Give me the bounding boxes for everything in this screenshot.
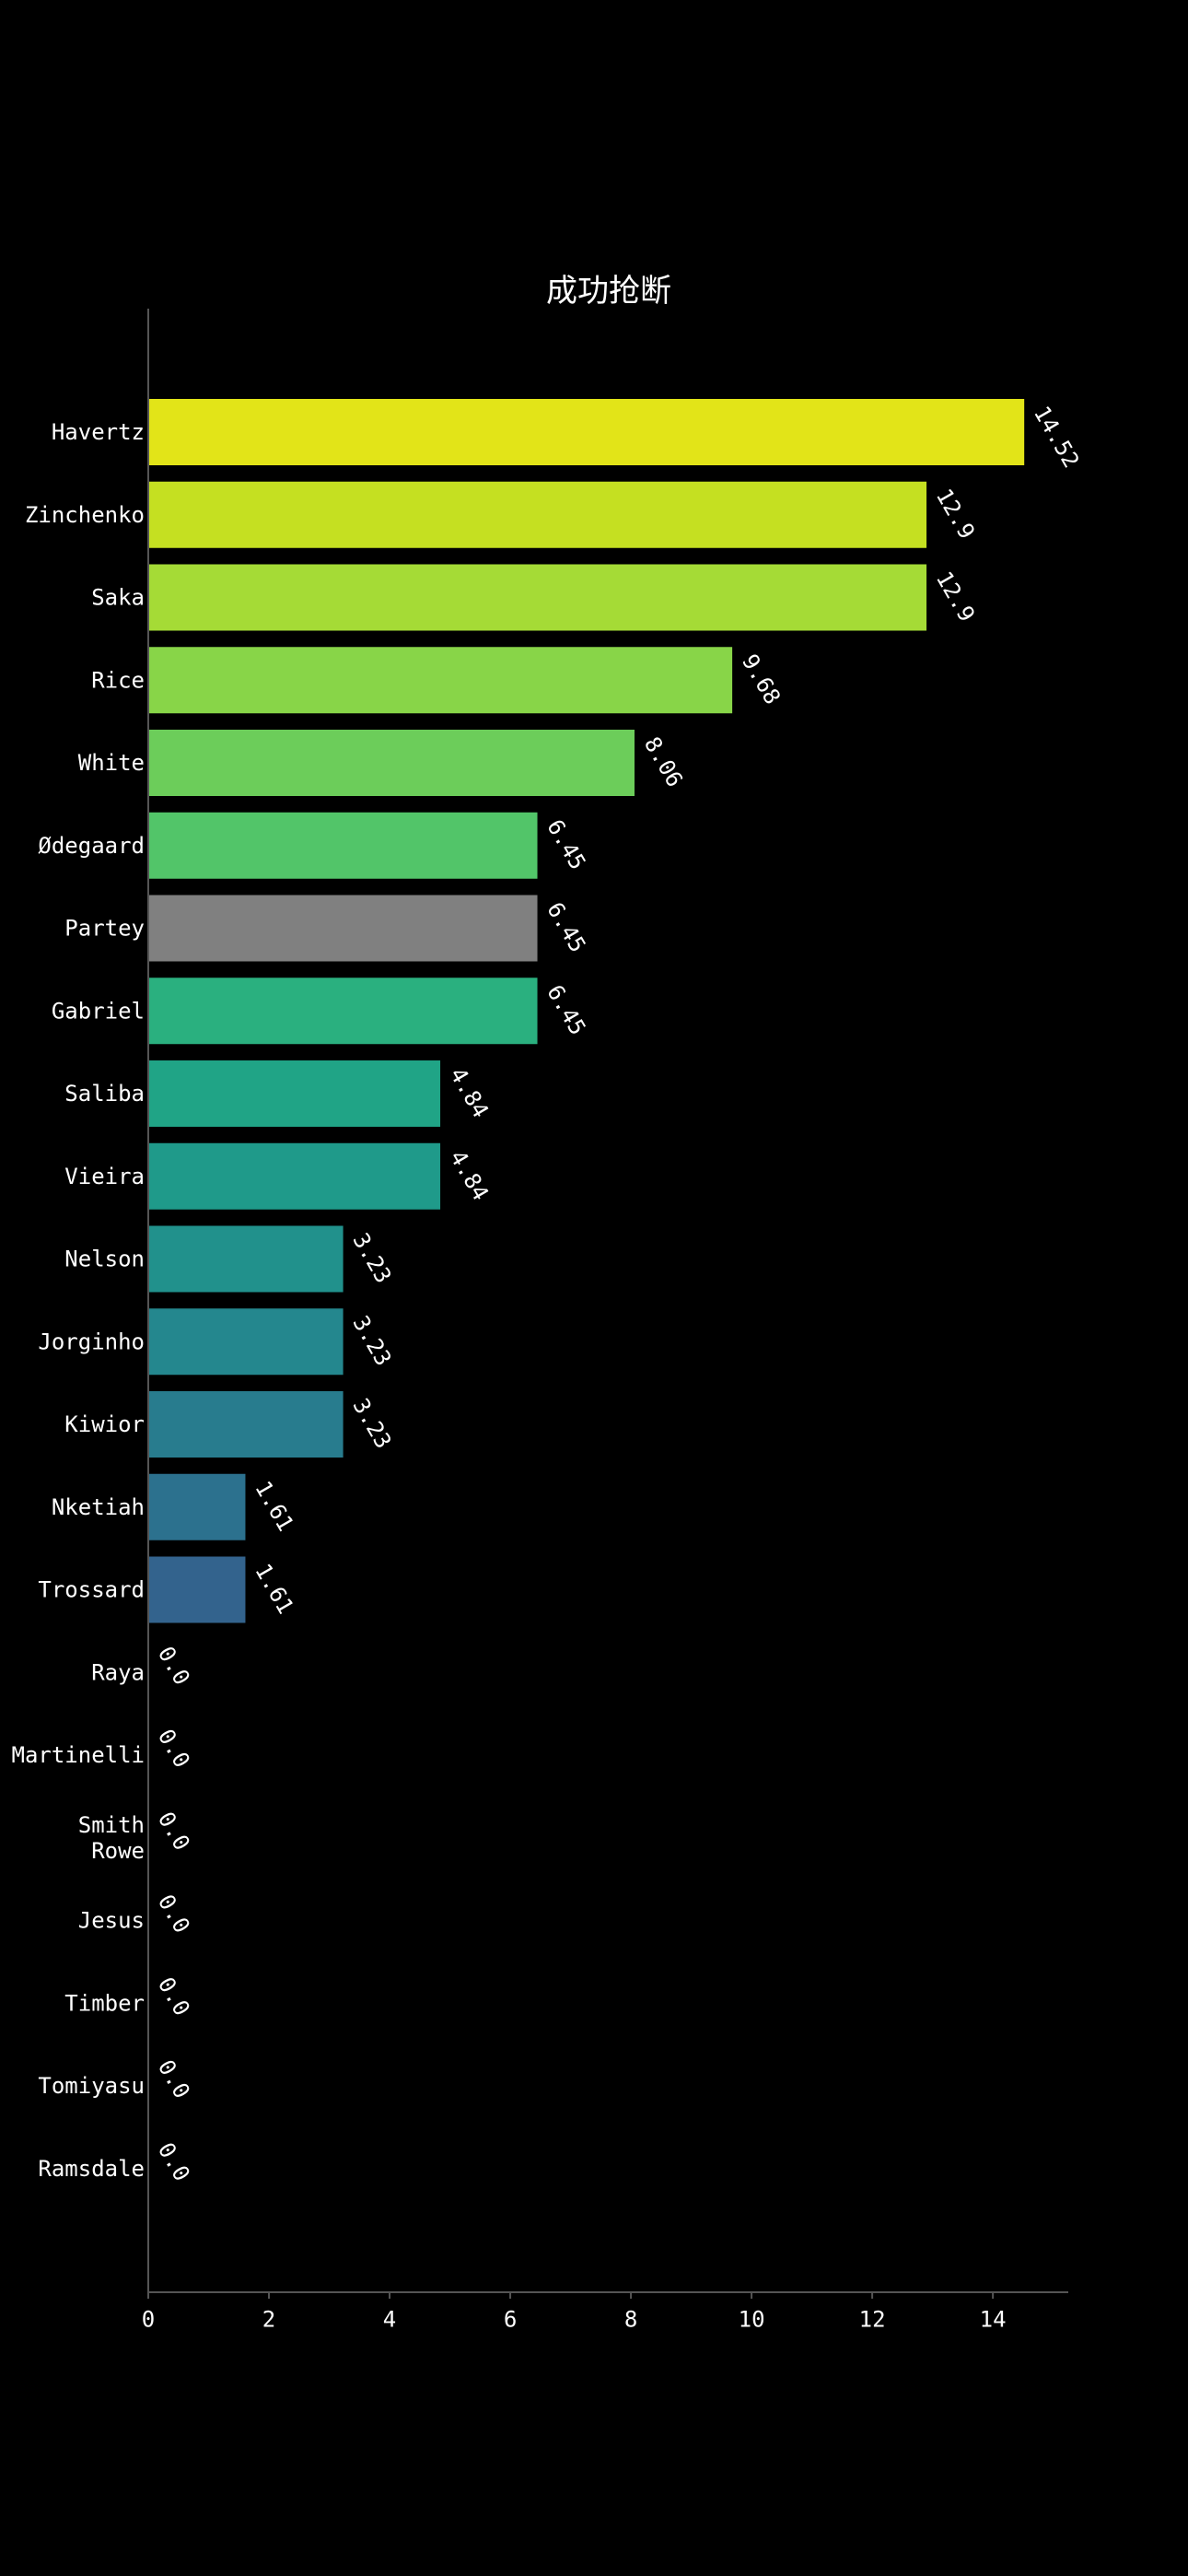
value-label: 12.9 bbox=[931, 485, 980, 544]
value-label: 1.61 bbox=[250, 1560, 298, 1619]
bar bbox=[148, 1142, 441, 1210]
value-label: 1.61 bbox=[250, 1477, 298, 1536]
category-labels-group: Havertz Zinchenko Saka Rice White Ødegaard Par… bbox=[12, 419, 146, 2182]
bar bbox=[148, 481, 927, 548]
x-tick-label: 12 bbox=[859, 2307, 886, 2333]
category-label: Timber bbox=[64, 1990, 145, 2016]
x-tick-label: 4 bbox=[383, 2307, 396, 2333]
category-label: Rice bbox=[91, 667, 145, 693]
category-label: Vieira bbox=[64, 1164, 145, 1189]
value-label: 0.0 bbox=[153, 1642, 195, 1690]
category-label: Kiwior bbox=[64, 1411, 145, 1437]
x-tick-label: 10 bbox=[739, 2307, 765, 2333]
value-label: 0.0 bbox=[153, 1973, 195, 2020]
value-label: 3.23 bbox=[347, 1311, 396, 1370]
value-label: 3.23 bbox=[347, 1229, 396, 1288]
category-label: Nketiah bbox=[52, 1494, 145, 1520]
bar bbox=[148, 730, 635, 796]
x-tick-label: 8 bbox=[624, 2307, 637, 2333]
category-label: Saliba bbox=[64, 1081, 145, 1107]
category-label: Ødegaard bbox=[38, 833, 145, 859]
category-label: Smith Rowe bbox=[78, 1812, 145, 1864]
value-label: 14.52 bbox=[1029, 402, 1084, 473]
value-label: 6.45 bbox=[542, 980, 590, 1039]
category-label: Trossard bbox=[38, 1577, 145, 1603]
value-label: 6.45 bbox=[542, 815, 590, 874]
category-label: Martinelli bbox=[12, 1742, 146, 1768]
value-label: 0.0 bbox=[153, 1891, 195, 1938]
category-label: Ramsdale bbox=[38, 2156, 145, 2182]
value-label: 8.06 bbox=[639, 732, 688, 791]
category-label: Zinchenko bbox=[25, 502, 145, 528]
value-label: 3.23 bbox=[347, 1394, 396, 1453]
bar bbox=[148, 1473, 246, 1540]
bar bbox=[148, 978, 538, 1045]
category-label: Tomiyasu bbox=[38, 2073, 145, 2099]
bar bbox=[148, 1391, 344, 1458]
category-label: Jorginho bbox=[38, 1329, 145, 1354]
value-label: 4.84 bbox=[445, 1146, 494, 1205]
bar bbox=[148, 1060, 441, 1127]
bar bbox=[148, 1225, 344, 1293]
bar bbox=[148, 647, 733, 714]
bar bbox=[148, 1308, 344, 1376]
value-label: 4.84 bbox=[445, 1063, 494, 1122]
category-label: Raya bbox=[91, 1659, 145, 1685]
category-label: Gabriel bbox=[52, 998, 145, 1024]
bar bbox=[148, 564, 927, 631]
bar bbox=[148, 399, 1025, 465]
bar bbox=[148, 1556, 246, 1623]
category-label: Jesus bbox=[78, 1908, 145, 1934]
value-label: 12.9 bbox=[931, 568, 980, 626]
x-tick-label: 6 bbox=[504, 2307, 517, 2333]
category-label: Havertz bbox=[52, 419, 145, 445]
value-label: 0.0 bbox=[153, 1725, 195, 1773]
category-label: White bbox=[78, 750, 145, 776]
category-label: Partey bbox=[64, 916, 145, 942]
chart-title: 成功抢断 bbox=[546, 273, 671, 310]
bars-group bbox=[148, 399, 1025, 1623]
category-label: Nelson bbox=[64, 1247, 145, 1272]
x-tick-label: 14 bbox=[980, 2307, 1007, 2333]
axes-group: 0 2 4 6 8 10 12 14 bbox=[142, 309, 1068, 2333]
bar bbox=[148, 812, 538, 879]
x-tick-label: 2 bbox=[262, 2307, 275, 2333]
value-label: 6.45 bbox=[542, 898, 590, 957]
category-label: Saka bbox=[91, 585, 145, 611]
value-label: 9.68 bbox=[737, 650, 786, 708]
x-tick-label: 0 bbox=[142, 2307, 155, 2333]
bar bbox=[148, 895, 538, 962]
value-label: 0.0 bbox=[153, 2055, 195, 2103]
value-label: 0.0 bbox=[153, 1808, 195, 1856]
value-label: 0.0 bbox=[153, 2138, 195, 2186]
